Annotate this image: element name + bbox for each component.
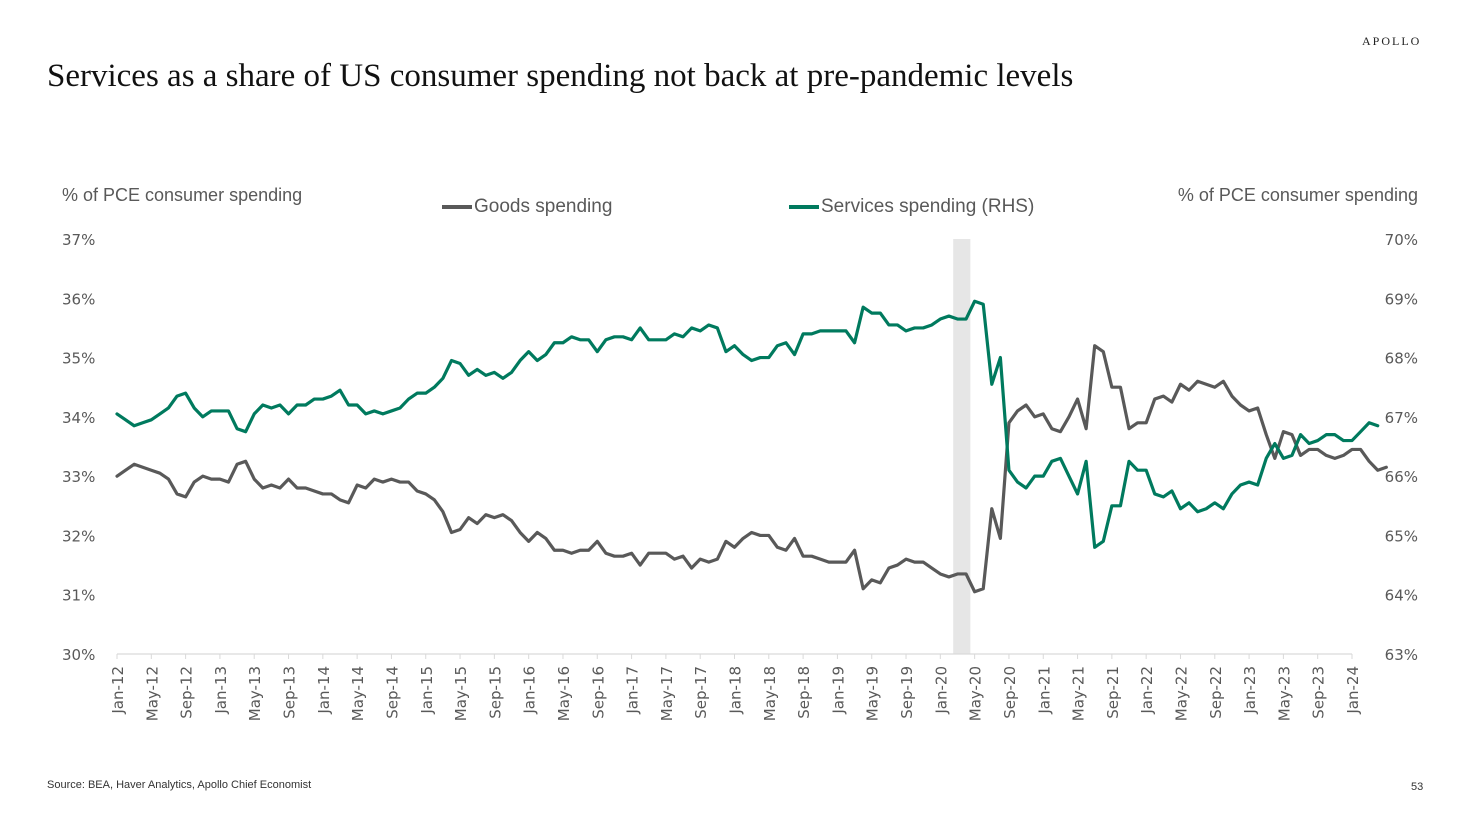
- x-tick-label: Sep-18: [795, 666, 813, 719]
- x-tick-label: Jan-19: [829, 666, 847, 715]
- left-y-tick-labels: 30% 31% 32% 33% 34% 35% 36% 37%: [62, 231, 95, 664]
- x-tick-label: May-17: [658, 666, 676, 721]
- x-tick-labels: Jan-12 May-12 Sep-12 Jan-13 May-13 Sep-13 Jan-…: [109, 666, 1362, 721]
- x-tick-label: May-21: [1070, 666, 1088, 721]
- x-tick-label: Sep-22: [1207, 666, 1225, 719]
- slide-title: Services as a share of US consumer spend…: [47, 58, 1074, 94]
- legend-services-swatch: [789, 205, 819, 209]
- x-tick-label: Sep-15: [486, 666, 504, 719]
- x-tick-label: Jan-24: [1344, 666, 1362, 715]
- x-tick-label: Jan-22: [1138, 666, 1156, 715]
- y-tick-left: 37%: [62, 231, 95, 249]
- legend-services: Services spending (RHS): [789, 196, 1034, 218]
- x-tick-label: May-15: [452, 666, 470, 721]
- x-tick-label: Sep-13: [281, 666, 299, 719]
- series-layer: [115, 299, 1388, 594]
- page-number: 53: [1411, 781, 1424, 793]
- x-tick-label: Jan-17: [624, 666, 642, 715]
- y-tick-left: 30%: [62, 646, 95, 664]
- x-tick-label: Jan-16: [521, 666, 539, 715]
- right-y-tick-labels: 63% 64% 65% 66% 67% 68% 69% 70%: [1385, 231, 1418, 664]
- x-tick-label: Sep-20: [1001, 666, 1019, 719]
- x-tick-label: Sep-17: [692, 666, 710, 719]
- x-tick-label: Sep-19: [898, 666, 916, 719]
- legend-goods-swatch: [442, 205, 472, 209]
- right-axis-title: % of PCE consumer spending: [1177, 185, 1418, 205]
- y-tick-right: 64%: [1385, 587, 1418, 605]
- recession-shade-layer: [953, 239, 971, 654]
- x-tick-label: May-13: [246, 666, 264, 721]
- y-tick-right: 63%: [1385, 646, 1418, 664]
- axis-layer: [116, 653, 1353, 659]
- y-tick-right: 68%: [1385, 350, 1418, 368]
- x-tick-label: Sep-16: [589, 666, 607, 719]
- apollo-logo: APOLLO: [1362, 34, 1422, 48]
- x-tick-label: May-14: [349, 666, 367, 721]
- source-note: Source: BEA, Haver Analytics, Apollo Chi…: [47, 779, 312, 791]
- left-axis-title: % of PCE consumer spending: [62, 185, 303, 205]
- x-tick-label: Sep-14: [383, 666, 401, 719]
- y-tick-left: 32%: [62, 527, 95, 545]
- x-tick-label: May-23: [1275, 666, 1293, 721]
- x-tick-label: May-18: [761, 666, 779, 721]
- x-tick-label: Jan-13: [212, 666, 230, 715]
- x-tick-label: Jan-20: [932, 666, 950, 715]
- recession-shade: [953, 239, 971, 654]
- y-tick-left: 34%: [62, 409, 95, 427]
- x-tick-label: May-16: [555, 666, 573, 721]
- x-tick-label: Sep-23: [1310, 666, 1328, 719]
- y-tick-left: 35%: [62, 350, 95, 368]
- legend-services-label: Services spending (RHS): [821, 196, 1035, 217]
- x-tick-label: Jan-14: [315, 666, 333, 715]
- x-tick-label: Jan-23: [1241, 666, 1259, 715]
- y-tick-left: 33%: [62, 468, 95, 486]
- x-tick-label: Sep-12: [178, 666, 196, 719]
- x-tick-label: May-19: [864, 666, 882, 721]
- x-tick-label: Sep-21: [1104, 666, 1122, 719]
- legend-goods-label: Goods spending: [474, 196, 613, 217]
- y-tick-left: 31%: [62, 587, 95, 605]
- services-spending-line: [115, 299, 1380, 549]
- x-tick-label: May-12: [143, 666, 161, 721]
- x-tick-label: Jan-21: [1035, 666, 1053, 715]
- goods-spending-line: [115, 344, 1388, 594]
- y-tick-right: 66%: [1385, 468, 1418, 486]
- x-tick-label: Jan-12: [109, 666, 127, 715]
- y-tick-left: 36%: [62, 290, 95, 308]
- y-tick-right: 67%: [1385, 409, 1418, 427]
- y-tick-right: 70%: [1385, 231, 1418, 249]
- x-tick-label: May-20: [967, 666, 985, 721]
- x-tick-label: Jan-15: [418, 666, 436, 715]
- x-tick-label: May-22: [1172, 666, 1190, 721]
- y-tick-right: 69%: [1385, 290, 1418, 308]
- y-tick-right: 65%: [1385, 527, 1418, 545]
- legend-goods: Goods spending: [442, 196, 612, 218]
- x-tick-label: Jan-18: [727, 666, 745, 715]
